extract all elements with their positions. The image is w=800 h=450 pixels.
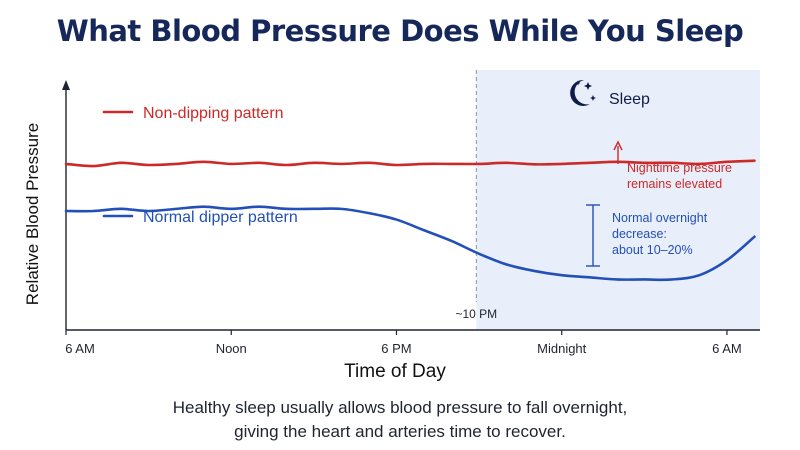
elevated-arrow-icon [613,140,623,164]
caption: Healthy sleep usually allows blood press… [0,396,800,444]
x-tick-label: 6 AM [712,341,742,356]
elevated-note-line1: Nighttime pressure [627,161,732,175]
sleep-onset-label: ~10 PM [455,307,497,321]
decrease-note-line2: decrease: [612,227,667,241]
y-axis-arrow [62,80,70,90]
sleep-period-band [476,70,760,330]
legend-label-non-dipping: Non-dipping pattern [143,105,284,122]
moon-stars-icon [570,79,596,106]
series-layer [64,159,756,282]
x-axis-ticks: 6 AM Noon 6 PM Midnight 6 AM [65,330,742,356]
x-tick-label: Noon [216,341,247,356]
x-tick-label: Midnight [537,341,587,356]
page-title: What Blood Pressure Does While You Sleep [56,14,744,48]
y-axis-title: Relative Blood Pressure [23,123,42,305]
decrease-note-line1: Normal overnight [612,211,708,225]
legend-label-normal-dipper: Normal dipper pattern [143,209,298,226]
decrease-bracket [586,204,600,267]
elevated-note-line2: remains elevated [627,177,722,191]
caption-line-1: Healthy sleep usually allows blood press… [172,398,628,417]
series-line-normal-dipper [64,205,756,282]
sleep-label: Sleep [609,91,650,108]
series-line-non-dipping [64,159,756,168]
x-tick-label: 6 PM [381,341,411,356]
x-tick-label: 6 AM [65,341,95,356]
caption-line-2: giving the heart and arteries time to re… [234,422,566,441]
x-axis-title: Time of Day [344,361,446,382]
decrease-note-line3: about 10–20% [612,243,693,257]
